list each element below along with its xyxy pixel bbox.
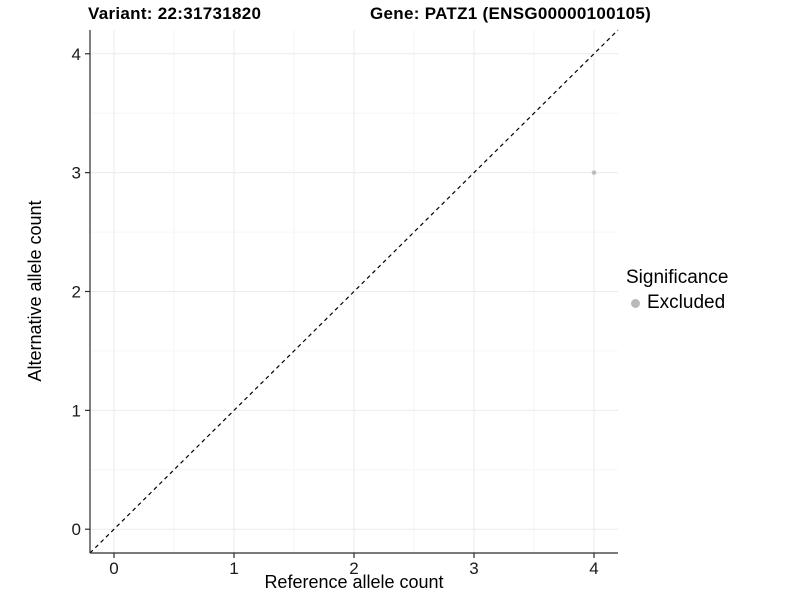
legend-point-icon [631, 298, 640, 308]
x-tick-label: 0 [109, 559, 118, 578]
plot-title-gene: Gene: PATZ1 (ENSG00000100105) [370, 4, 652, 23]
x-tick-label: 3 [469, 559, 478, 578]
legend-entry-label: Excluded [647, 292, 726, 313]
y-tick-label: 2 [72, 283, 81, 302]
plot-title-variant: Variant: 22:31731820 [88, 4, 262, 23]
y-axis-label: Alternative allele count [25, 200, 45, 382]
x-tick-label: 2 [349, 559, 358, 578]
y-tick-label: 4 [72, 45, 81, 64]
legend-title: Significance [626, 267, 729, 288]
y-tick-label: 1 [72, 401, 81, 420]
x-axis-label: Reference allele count [264, 572, 444, 592]
legend: Significance Excluded [626, 266, 728, 314]
identity-dashed-line [89, 29, 619, 554]
y-tick-label: 0 [72, 520, 81, 539]
x-tick-label: 1 [229, 559, 238, 578]
y-tick-label: 3 [72, 164, 81, 183]
data-point [591, 170, 597, 175]
x-tick-label: 4 [589, 559, 598, 578]
y-axis-label-wrap: Alternative allele count [25, 141, 47, 441]
legend-entry-excluded: Excluded [631, 292, 728, 314]
